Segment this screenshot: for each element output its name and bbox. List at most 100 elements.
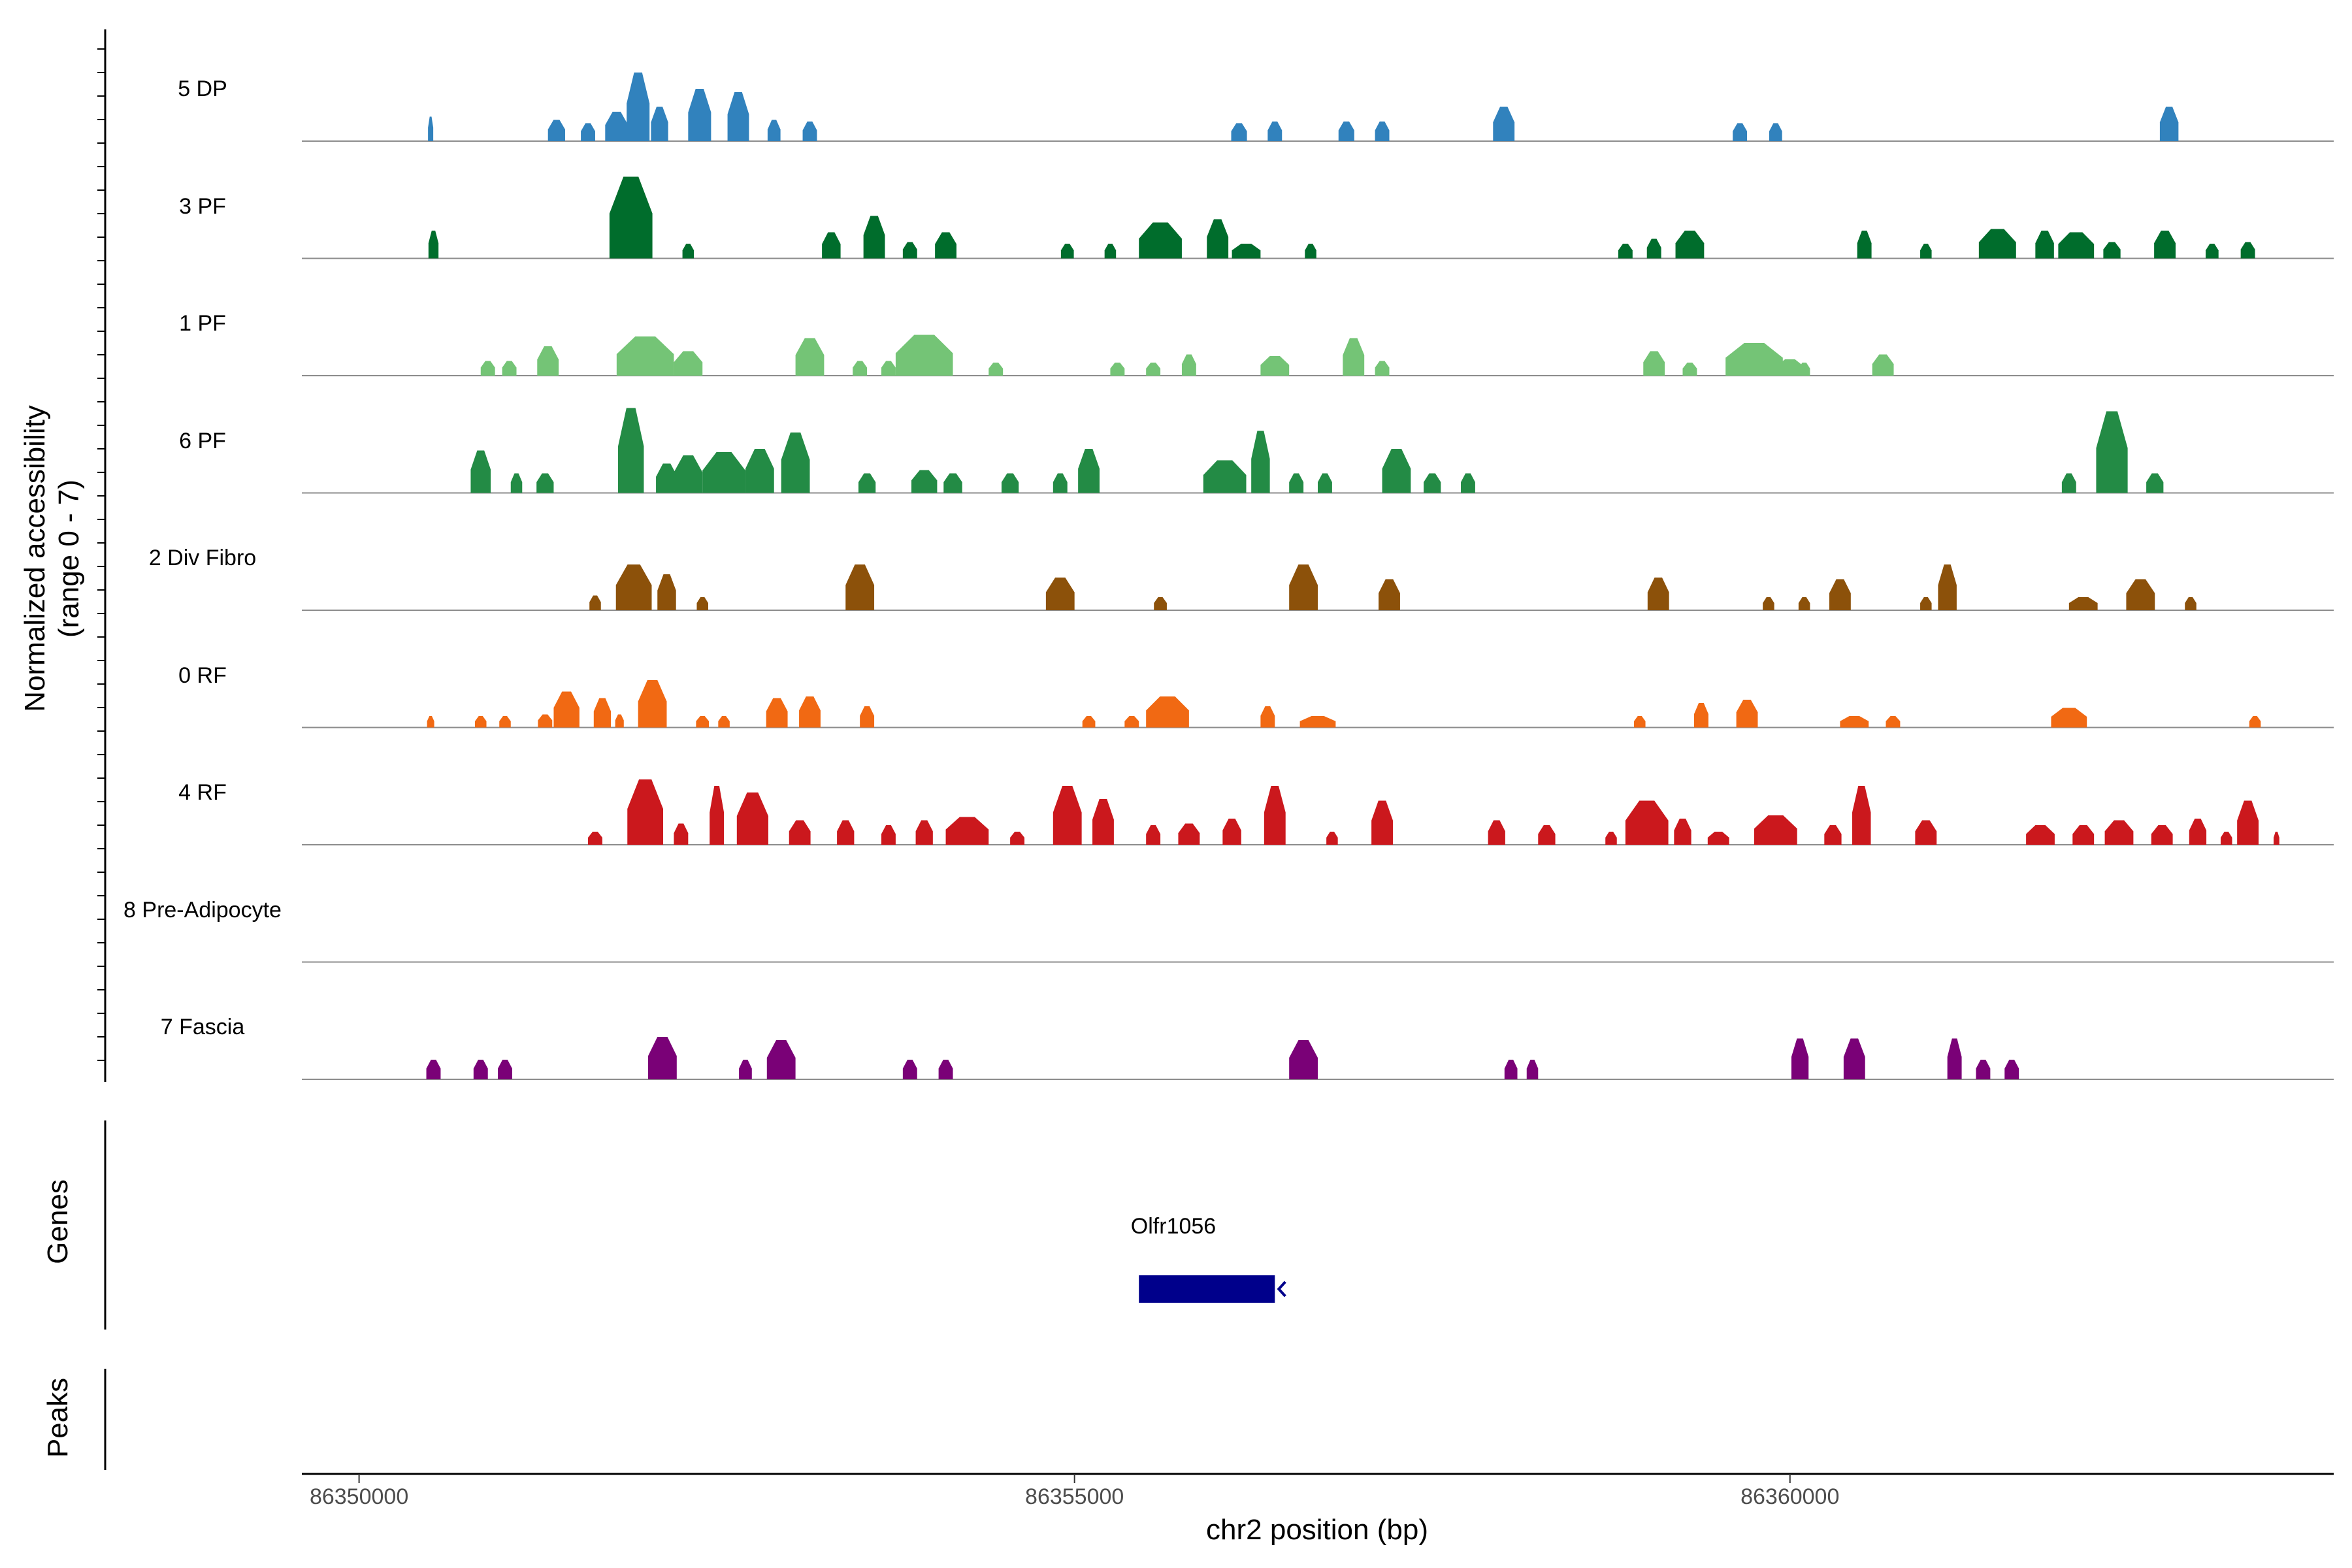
coverage-peak	[945, 817, 989, 845]
coverage-peak	[1763, 597, 1774, 610]
coverage-peak	[688, 89, 711, 141]
coverage-peak	[2068, 597, 2098, 610]
coverage-peak	[627, 779, 664, 845]
coverage-peak	[1289, 564, 1318, 610]
coverage-peak	[1920, 597, 1932, 610]
coverage-peak	[2072, 825, 2095, 845]
coverage-peak	[802, 122, 817, 141]
coverage-peak	[1634, 716, 1646, 728]
y-axis-title-line2: (range 0 - 7)	[53, 479, 85, 638]
coverage-peak	[589, 595, 601, 610]
coverage-peak	[1092, 799, 1114, 845]
coverage-peak	[1461, 473, 1475, 493]
coverage-peak	[858, 473, 876, 493]
coverage-peak	[767, 120, 781, 141]
coverage-peak	[1843, 1038, 1865, 1079]
coverage-peak	[475, 716, 487, 728]
coverage-peak	[1725, 343, 1783, 376]
coverage-peak	[1181, 354, 1196, 376]
coverage-peak	[2103, 242, 2121, 259]
coverage-peak	[1798, 597, 1810, 610]
coverage-peak	[860, 706, 875, 728]
coverage-peak	[498, 1060, 512, 1079]
coverage-peak	[1382, 449, 1411, 493]
coverage-peak	[2146, 473, 2164, 493]
coverage-peak	[427, 716, 434, 728]
coverage-peak	[1146, 363, 1161, 376]
x-tick-label: 86360000	[1740, 1484, 1840, 1509]
coverage-peak	[426, 1060, 441, 1079]
coverage-peak	[674, 823, 689, 845]
coverage-peak	[1326, 832, 1338, 845]
coverage-peak	[1976, 1060, 1991, 1079]
coverage-peak	[618, 408, 644, 493]
coverage-peak	[881, 825, 896, 845]
coverage-peak	[1260, 356, 1290, 376]
coverage-peak	[902, 1060, 917, 1079]
coverage-peak	[1488, 820, 1505, 845]
coverage-peak	[1289, 473, 1304, 493]
coverage-peak	[1146, 825, 1161, 845]
gene-body	[1139, 1275, 1275, 1303]
y-axis-title-line1: Normalized accessibility	[19, 405, 51, 712]
coverage-peak	[2004, 1060, 2019, 1079]
coverage-peak	[902, 242, 917, 259]
coverage-peak	[1682, 363, 1697, 376]
coverage-peak	[1343, 338, 1365, 376]
coverage-peak	[1754, 815, 1797, 845]
coverage-peak	[627, 73, 650, 141]
coverage-peak	[727, 92, 749, 141]
coverage-peak	[1674, 819, 1691, 845]
coverage-peak	[938, 1060, 953, 1079]
coverage-peak	[2151, 825, 2173, 845]
coverage-peak	[1267, 122, 1282, 141]
track-label: 6 PF	[179, 428, 226, 453]
coverage-peak	[1647, 578, 1669, 610]
coverage-peak	[1305, 244, 1316, 259]
coverage-peak	[1920, 244, 1932, 259]
coverage-peak	[943, 473, 962, 493]
coverage-peak	[1829, 579, 1851, 610]
coverage-peak	[470, 450, 491, 493]
coverage-peak	[537, 346, 559, 376]
coverage-peak	[781, 433, 810, 493]
coverage-peak	[696, 597, 708, 610]
coverage-peak	[1154, 597, 1167, 610]
coverage-peak	[1060, 244, 1074, 259]
coverage-peak	[609, 176, 653, 259]
coverage-peak	[1526, 1060, 1539, 1079]
coverage-peak	[1264, 786, 1286, 845]
coverage-peak	[1791, 1038, 1809, 1079]
coverage-peak	[696, 716, 710, 728]
track-label: 7 Fascia	[160, 1015, 245, 1039]
coverage-peak	[2249, 716, 2261, 728]
coverage-peak	[1318, 473, 1332, 493]
coverage-peak	[553, 691, 580, 728]
coverage-peak	[853, 361, 868, 376]
x-tick-label: 86350000	[309, 1484, 409, 1509]
coverage-peak	[2154, 231, 2176, 259]
coverage-peak	[789, 820, 811, 845]
coverage-peak	[1222, 819, 1241, 845]
coverage-peak	[593, 698, 612, 728]
coverage-peak	[745, 449, 774, 493]
coverage-peak	[1625, 800, 1669, 845]
coverage-peak	[480, 361, 495, 376]
coverage-peak	[605, 112, 629, 141]
coverage-peak	[935, 232, 956, 259]
coverage-peak	[473, 1060, 488, 1079]
coverage-peak	[1178, 823, 1200, 845]
coverage-peak	[648, 1037, 677, 1079]
coverage-peak	[2026, 825, 2055, 845]
coverage-peak	[766, 1040, 796, 1079]
coverage-peak	[2035, 231, 2054, 259]
coverage-peak	[1110, 363, 1125, 376]
coverage-peak	[538, 714, 553, 728]
coverage-peak	[766, 698, 788, 728]
coverage-peak	[1872, 354, 1894, 376]
coverage-peak	[1251, 431, 1270, 493]
coverage-peak	[1379, 579, 1400, 610]
coverage-peak	[2237, 800, 2259, 845]
coverage-peak	[988, 363, 1004, 376]
